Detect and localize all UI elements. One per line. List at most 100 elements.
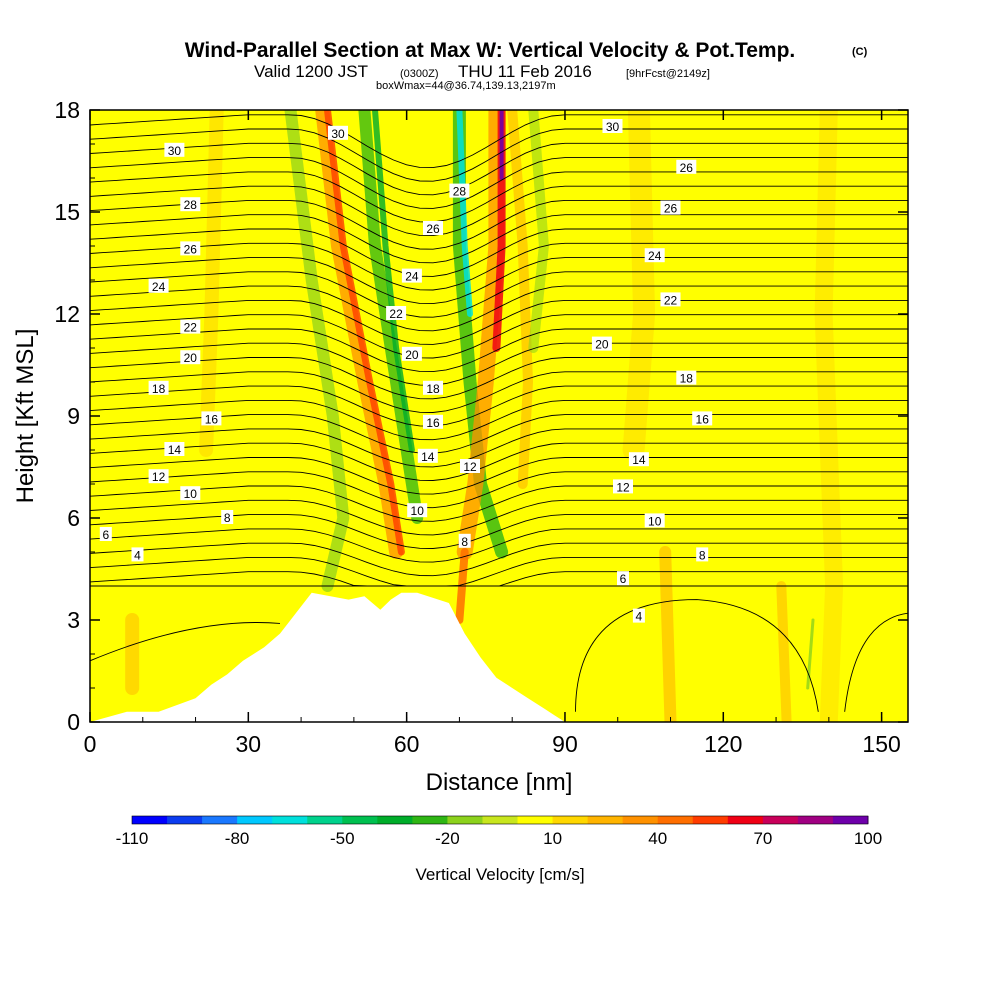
theta-contours (90, 114, 908, 712)
contour-label: 30 (602, 119, 623, 134)
contour-label-bg (644, 248, 665, 263)
title-mark: (C) (852, 46, 868, 58)
y-tick-label: 0 (67, 709, 80, 735)
colorbar-swatch (797, 816, 834, 824)
contour-label: 28 (449, 183, 470, 199)
contour-label: 10 (644, 513, 665, 528)
y-axis-label: Height [Kft MSL] (12, 329, 39, 504)
contour-label-bg (449, 183, 470, 198)
colorbar-tick-label: -80 (225, 829, 250, 848)
contour-label-text: 18 (680, 372, 694, 386)
theta-contour (90, 114, 908, 169)
contour-label: 26 (423, 221, 443, 236)
y-tick-label: 15 (54, 199, 80, 225)
contour-label-text: 12 (463, 460, 477, 474)
contour-label-bg (401, 346, 422, 361)
velocity-band (315, 110, 404, 559)
contour-label-bg (148, 469, 169, 484)
contour-label-bg (591, 336, 612, 351)
contour-label-bg (164, 142, 185, 157)
colorbar-tick-label: -110 (116, 829, 149, 848)
theta-contour (90, 214, 908, 264)
theta-contour (90, 242, 908, 291)
contour-label-bg (386, 306, 407, 320)
contour-label: 22 (386, 306, 407, 321)
contour-label-text: 16 (205, 412, 219, 426)
contour-label-text: 26 (184, 242, 198, 256)
theta-contour (90, 342, 908, 386)
colorbar-swatch (762, 816, 799, 824)
colorbar-label: Vertical Velocity [cm/s] (415, 865, 584, 884)
contour-label-bg (696, 547, 709, 562)
contour-label: 18 (423, 380, 443, 396)
colorbar-swatch (202, 816, 238, 824)
colorbar-swatch (377, 816, 413, 824)
theta-contour (90, 428, 908, 468)
contour-label-text: 22 (389, 307, 403, 321)
contour-label-text: 28 (453, 185, 467, 199)
colorbar-tick-label: 70 (753, 829, 772, 848)
colorbar-swatch (237, 816, 273, 824)
theta-contour (90, 328, 908, 373)
theta-contour (90, 314, 908, 359)
contour-label-text: 4 (134, 548, 141, 562)
y-tick-label: 12 (54, 301, 80, 327)
contour-label: 10 (407, 503, 428, 518)
terrain-mask (90, 592, 908, 722)
contour-label: 16 (692, 411, 713, 426)
theta-contour (90, 442, 908, 481)
contour-label-text: 30 (168, 144, 182, 158)
contour-label: 30 (164, 142, 185, 158)
contour-label-bg (407, 503, 428, 518)
contour-label: 18 (148, 380, 169, 396)
contour-label: 20 (180, 350, 201, 365)
contour-label-bg (221, 510, 234, 524)
contour-label-text: 26 (664, 202, 678, 216)
colorbar-frame (131, 815, 869, 825)
contour-label: 4 (632, 608, 645, 624)
theta-contour (90, 457, 908, 495)
contour-label-bg (328, 125, 348, 140)
contour-label: 12 (613, 479, 633, 494)
contour-label: 24 (148, 278, 169, 294)
contour-label: 20 (591, 336, 612, 352)
velocity-band (372, 110, 415, 453)
contour-label-bg (180, 197, 201, 212)
contour-label: 14 (164, 442, 185, 457)
theta-contour (90, 622, 281, 662)
contour-label-bg (660, 292, 681, 307)
x-tick-label: 30 (236, 731, 262, 757)
contour-label: 24 (644, 248, 665, 263)
colorbar-swatch (587, 816, 624, 824)
velocity-band (324, 110, 405, 556)
contour-label: 16 (423, 414, 443, 430)
contour-label-bg (632, 608, 645, 623)
contour-label-bg (164, 442, 185, 456)
contour-label: 6 (99, 527, 112, 542)
contour-label-text: 26 (680, 161, 694, 175)
contour-label-bg (131, 547, 144, 562)
y-tick-label: 6 (67, 505, 80, 531)
contour-label-text: 22 (664, 293, 678, 307)
contour-label-bg (180, 350, 201, 365)
velocity-band (456, 110, 505, 560)
contour-label: 10 (180, 486, 201, 501)
colorbar-tick-label: -50 (330, 829, 355, 848)
contour-label-text: 10 (648, 514, 662, 528)
contour-label: 18 (676, 370, 697, 386)
velocity-field (125, 110, 844, 722)
colorbar-swatch (517, 816, 554, 824)
contour-label-bg (460, 459, 480, 473)
contour-label-text: 16 (696, 412, 710, 426)
contour-label-bg (99, 527, 112, 541)
contour-label: 12 (460, 459, 480, 474)
contour-label: 6 (617, 571, 629, 586)
x-tick-label: 150 (862, 731, 900, 757)
theta-contour (90, 471, 908, 509)
contour-label: 28 (180, 197, 201, 212)
contour-label-text: 12 (152, 470, 166, 484)
contour-label-bg (180, 241, 201, 256)
contour-label-bg (148, 278, 169, 293)
contour-label: 26 (676, 159, 697, 175)
theta-contour (90, 499, 908, 536)
